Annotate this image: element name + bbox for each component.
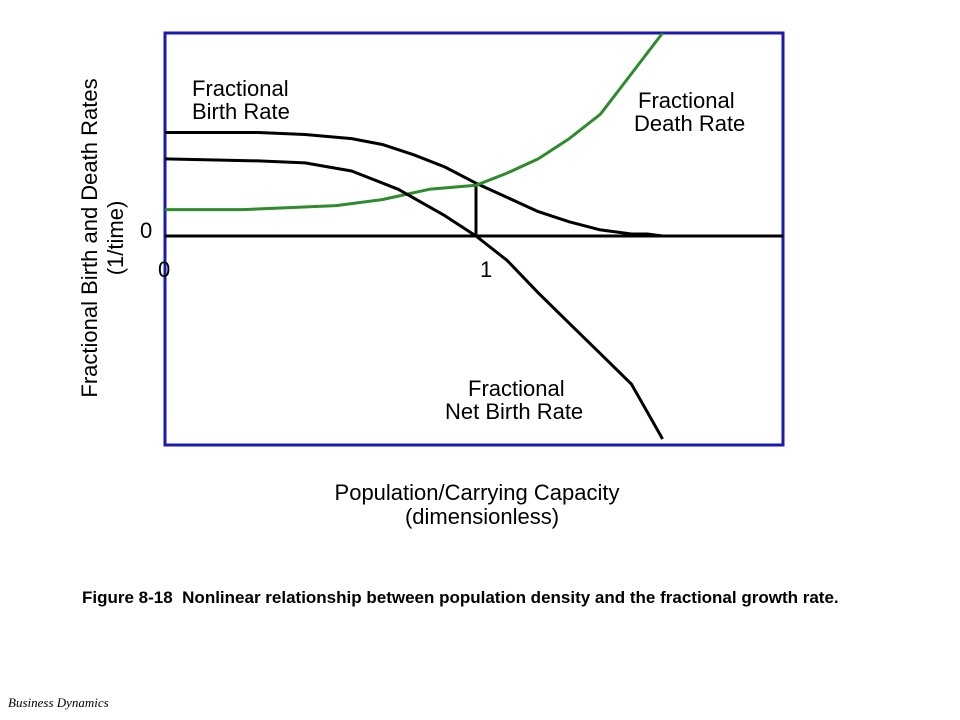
y-tick-zero: 0 xyxy=(140,218,152,243)
death-rate-curve xyxy=(165,33,664,212)
footer-book-title: Business Dynamics xyxy=(8,695,109,710)
figure-caption-text: Nonlinear relationship between populatio… xyxy=(182,588,839,607)
net-rate-curve xyxy=(165,157,664,440)
birth-rate-curve xyxy=(165,131,663,238)
death-rate-label-line2: Death Rate xyxy=(634,111,745,136)
x-tick-one: 1 xyxy=(480,257,492,282)
net-birth-rate-label-line2: Net Birth Rate xyxy=(445,399,583,424)
net-birth-rate-label-line1: Fractional xyxy=(468,376,565,401)
x-axis-title-line1: Population/Carrying Capacity xyxy=(335,480,620,505)
series-layer xyxy=(165,33,664,440)
death-rate-label-line1: Fractional xyxy=(638,88,735,113)
plot-frame xyxy=(163,31,785,447)
birth-rate-label-line1: Fractional xyxy=(192,76,289,101)
figure-caption: Figure 8-18 Nonlinear relationship betwe… xyxy=(82,586,882,609)
y-axis-title-line1: Fractional Birth and Death Rates xyxy=(77,78,102,397)
x-axis-title-line2: (dimensionless) xyxy=(405,504,559,529)
figure-number: Figure 8-18 xyxy=(82,588,173,607)
y-axis-title-line2: (1/time) xyxy=(103,201,128,276)
x-tick-zero: 0 xyxy=(158,257,170,282)
birth-rate-label-line2: Birth Rate xyxy=(192,99,290,124)
